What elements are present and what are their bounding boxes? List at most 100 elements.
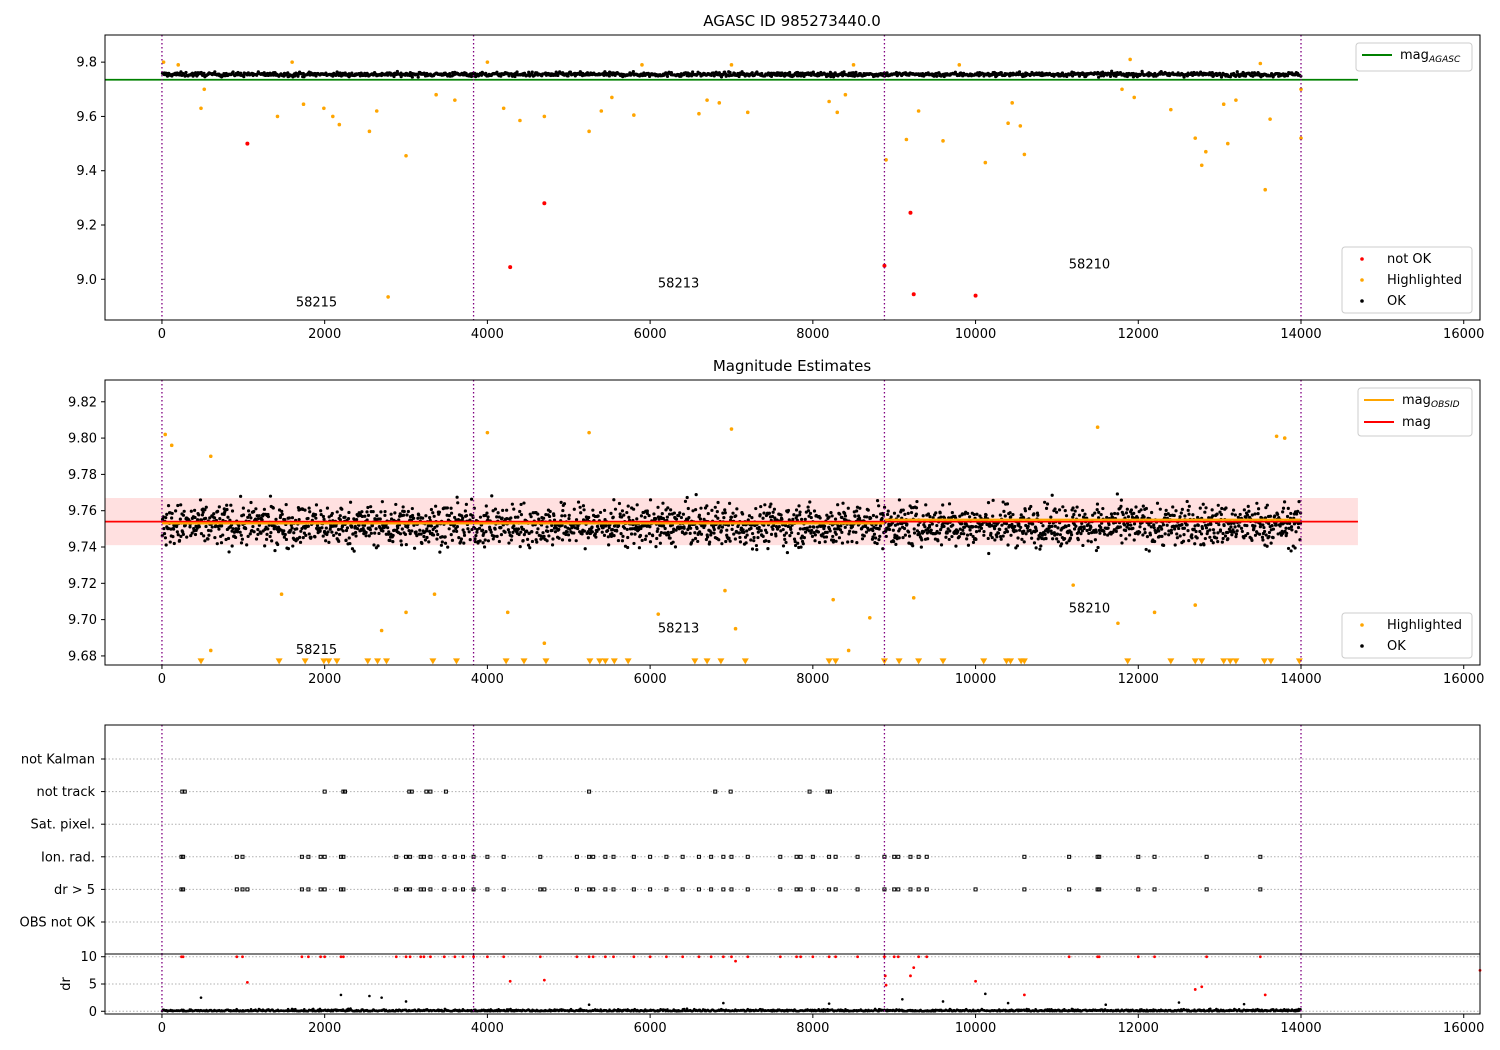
- ok-point: [959, 532, 963, 536]
- ok-point: [839, 524, 843, 528]
- ok-point: [1095, 502, 1100, 506]
- ok-point: [1124, 528, 1128, 533]
- ok-point: [1218, 528, 1223, 532]
- ok-point: [269, 531, 273, 535]
- highlighted-point: [1132, 95, 1137, 100]
- ok-point: [1230, 512, 1234, 516]
- ok-point: [414, 530, 418, 534]
- ok-point: [1021, 516, 1026, 520]
- ok-point: [462, 530, 466, 535]
- ok-point: [788, 70, 792, 75]
- ok-point: [1044, 506, 1049, 510]
- highlighted-point: [717, 101, 722, 105]
- y-tick-label: 9.80: [68, 432, 97, 447]
- ok-point: [631, 70, 635, 74]
- ok-point: [1036, 513, 1040, 517]
- dr-ok-point: [509, 1007, 512, 1011]
- ok-point: [507, 541, 511, 545]
- ok-point: [1274, 523, 1278, 527]
- obsid-label: 58210: [1069, 601, 1110, 616]
- ok-point: [215, 542, 219, 546]
- ok-point: [1031, 522, 1035, 526]
- ok-point: [1028, 528, 1032, 532]
- ok-point: [1244, 533, 1248, 538]
- ok-point: [623, 526, 627, 530]
- flag-marker: [460, 854, 465, 859]
- ok-point: [1073, 509, 1077, 513]
- ok-point: [1178, 515, 1182, 519]
- ok-point: [772, 523, 776, 528]
- ok-point: [454, 518, 458, 522]
- ok-point: [958, 527, 962, 531]
- ok-point: [473, 540, 477, 544]
- ok-point: [968, 528, 972, 532]
- highlighted-point: [505, 610, 510, 615]
- highlighted-clipped-marker: [1267, 658, 1275, 665]
- ok-point: [516, 515, 520, 519]
- ok-point: [1237, 524, 1241, 528]
- flag-marker: [810, 854, 815, 859]
- ok-point: [482, 531, 486, 535]
- ok-point: [1138, 530, 1142, 534]
- ok-point: [338, 518, 342, 522]
- ok-point: [1064, 525, 1068, 529]
- ok-point: [610, 531, 614, 536]
- ok-point: [684, 531, 688, 535]
- ok-point: [1129, 523, 1133, 527]
- ok-point: [1290, 528, 1294, 532]
- ok-point: [190, 531, 194, 535]
- ok-point: [987, 551, 991, 556]
- panel-agasc-title: AGASC ID 985273440.0: [703, 12, 881, 30]
- ok-point: [694, 493, 698, 497]
- ok-point: [792, 513, 796, 517]
- panel-dr-plot-area: [105, 954, 1482, 1014]
- ok-point: [486, 515, 490, 519]
- ok-point: [332, 533, 336, 538]
- ok-point: [738, 535, 742, 540]
- ok-point: [1131, 75, 1136, 79]
- x-tick-label: 16000: [1443, 672, 1484, 687]
- ok-point: [447, 527, 451, 531]
- ok-point: [519, 513, 524, 517]
- ok-point: [654, 517, 658, 521]
- highlighted-clipped-marker: [1295, 658, 1303, 665]
- ok-point: [511, 530, 515, 534]
- ok-point: [647, 532, 652, 536]
- ok-point: [1038, 547, 1042, 551]
- ok-point: [901, 508, 905, 512]
- ok-point: [526, 543, 531, 547]
- highlighted-clipped-marker: [1220, 658, 1228, 665]
- ok-point: [545, 539, 549, 543]
- ok-point: [1232, 530, 1236, 534]
- ok-point: [446, 545, 450, 549]
- ok-point: [478, 539, 482, 543]
- ok-point: [669, 508, 673, 512]
- ok-point: [986, 536, 990, 541]
- y-tick-label: 9.4: [76, 164, 97, 179]
- ok-point: [369, 505, 373, 509]
- ok-point: [474, 533, 478, 538]
- ok-point: [447, 513, 451, 518]
- ok-point: [1173, 527, 1177, 531]
- ok-point: [942, 524, 946, 529]
- ok-point: [924, 503, 928, 507]
- ok-point: [266, 515, 271, 519]
- legend-mag-obsid-subscript: OBSID: [1431, 400, 1460, 410]
- highlighted-point: [599, 109, 604, 113]
- ok-point: [352, 549, 356, 553]
- ok-point: [362, 523, 367, 527]
- ok-point: [491, 509, 495, 513]
- ok-point: [1126, 515, 1131, 519]
- ok-point: [1191, 513, 1195, 517]
- ok-point: [810, 528, 814, 533]
- ok-point: [377, 531, 381, 536]
- ok-point: [416, 516, 420, 520]
- y-tick-label: 9.8: [76, 56, 97, 71]
- ok-point: [518, 509, 522, 514]
- ok-point: [706, 511, 710, 516]
- ok-point: [617, 501, 622, 506]
- ok-point: [871, 513, 876, 518]
- ok-point: [1003, 514, 1007, 518]
- ok-point: [782, 533, 787, 537]
